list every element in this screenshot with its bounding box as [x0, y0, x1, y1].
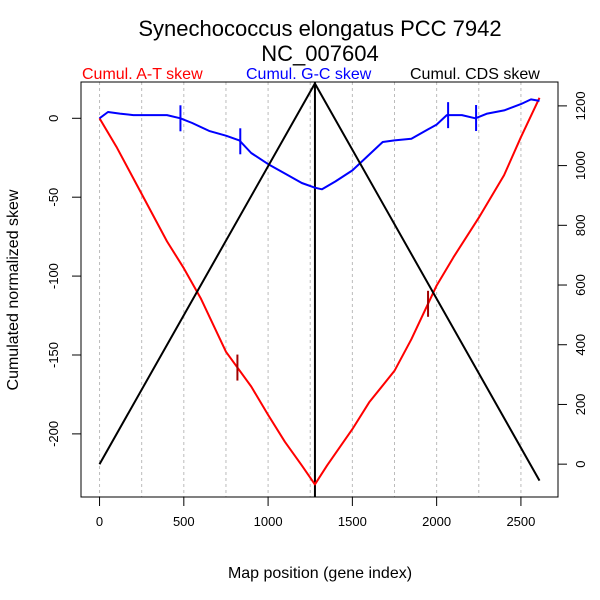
grid-lines [99, 82, 522, 497]
series-layer [98, 82, 541, 497]
y2-tick-label: 400 [573, 334, 588, 356]
y2-tick-label: 1000 [573, 151, 588, 180]
y-tick-label: -150 [46, 342, 61, 368]
y2-tick-label: 800 [573, 214, 588, 236]
x-tick-label: 1000 [254, 514, 283, 529]
y2-tick-label: 600 [573, 274, 588, 296]
x-tick-label: 2500 [506, 514, 535, 529]
y-axis-label: Cumulated normalized skew [5, 189, 22, 390]
x-tick-label: 2000 [422, 514, 451, 529]
axes: 0 500 1000 1500 2000 2500 0 -50 -100 -150 -200 0 200… [46, 91, 588, 529]
y-tick-label: 0 [46, 115, 61, 122]
x-axis-label: Map position (gene index) [228, 565, 412, 582]
y2-tick-label: 200 [573, 394, 588, 416]
legend-gc-skew: Cumul. G-C skew [246, 66, 372, 83]
x-tick-label: 0 [96, 514, 103, 529]
y2-tick-label: 0 [573, 461, 588, 468]
series-cds-skew-line [98, 82, 541, 482]
y2-tick-label: 1200 [573, 91, 588, 120]
y-tick-label: -100 [46, 263, 61, 289]
legend-at-skew: Cumul. A-T skew [82, 66, 203, 83]
chart-subtitle: NC_007604 [261, 41, 378, 66]
legend-cds-skew: Cumul. CDS skew [410, 66, 540, 83]
plot-frame [80, 81, 559, 498]
x-tick-label: 500 [173, 514, 195, 529]
chart-title: Synechococcus elongatus PCC 7942 [138, 16, 501, 41]
y-tick-label: -50 [46, 188, 61, 207]
x-tick-label: 1500 [338, 514, 367, 529]
series-gc-skew-line [98, 98, 540, 191]
y-tick-label: -200 [46, 421, 61, 447]
series-at-skew-line [98, 97, 541, 486]
